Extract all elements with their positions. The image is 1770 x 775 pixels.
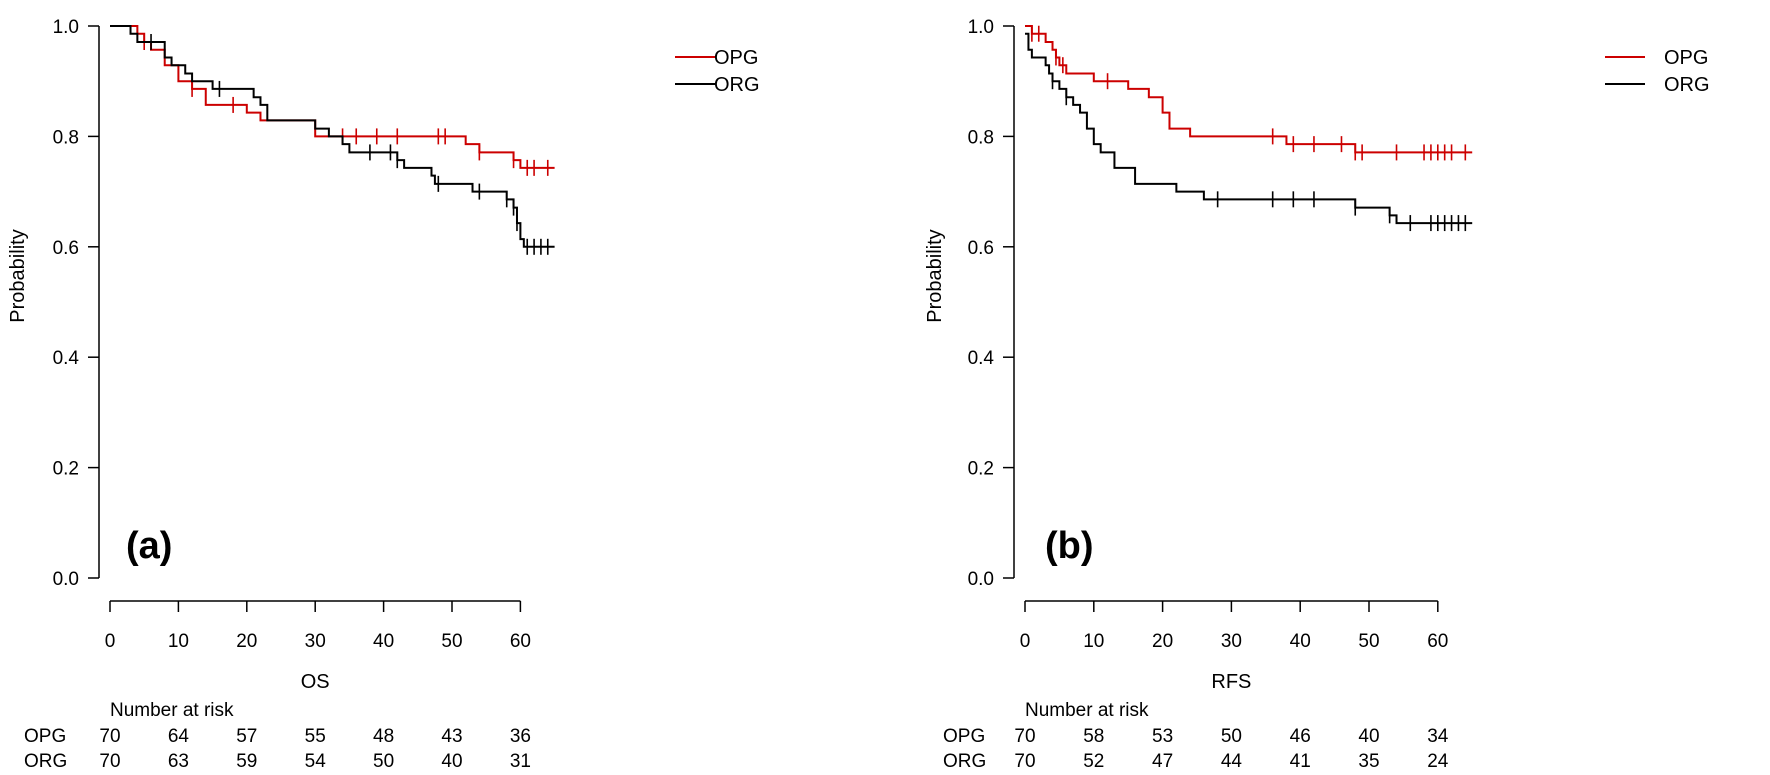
series-opg [1025, 25, 1473, 161]
x-tick-label: 10 [168, 631, 189, 652]
legend: OPG ORG [1605, 47, 1710, 96]
x-tick-label: 30 [1221, 631, 1242, 652]
risk-row-label: OPG [24, 726, 66, 747]
risk-count: 46 [1290, 726, 1311, 747]
risk-row-label: OPG [943, 726, 985, 747]
survival-curve-org [1025, 32, 1473, 225]
risk-count: 48 [373, 726, 394, 747]
km-panel-a: 0.0 0.2 0.4 0.6 0.8 1.0 Probability 0 10 20 30 40 50… [7, 17, 760, 772]
survival-curve-opg [110, 25, 555, 169]
risk-count: 43 [441, 726, 462, 747]
risk-count: 59 [236, 751, 257, 772]
risk-table-title: Number at risk [110, 700, 234, 721]
km-panel-b: 0.0 0.2 0.4 0.6 0.8 1.0 Probability 0 10 20 30 40 50… [924, 17, 1710, 772]
x-tick-label: 50 [1358, 631, 1379, 652]
risk-count: 63 [168, 751, 189, 772]
risk-count: 70 [1014, 751, 1035, 772]
x-tick-label: 20 [1152, 631, 1173, 652]
y-tick-label: 0.8 [968, 127, 994, 148]
x-tick-label: 60 [1427, 631, 1448, 652]
legend-label-org: ORG [1664, 74, 1710, 96]
risk-count: 24 [1427, 751, 1449, 772]
risk-count: 70 [99, 726, 120, 747]
risk-count: 44 [1221, 751, 1243, 772]
y-tick-label: 0.4 [968, 348, 995, 369]
x-tick-label: 60 [510, 631, 531, 652]
risk-table: Number at risk OPG 70 58 53 50 46 40 34 ORG 70 52 47… [943, 700, 1449, 772]
panel-label: (b) [1045, 525, 1094, 567]
risk-count: 70 [1014, 726, 1035, 747]
panel-label: (a) [126, 525, 172, 567]
risk-count: 54 [305, 751, 327, 772]
risk-count: 52 [1083, 751, 1104, 772]
y-tick-label: 0.2 [53, 459, 79, 480]
x-tick-label: 40 [373, 631, 394, 652]
risk-count: 50 [1221, 726, 1242, 747]
x-axis-title: RFS [1211, 671, 1251, 693]
x-tick-label: 0 [1020, 631, 1031, 652]
y-tick-label: 0.2 [968, 459, 994, 480]
x-tick-label: 50 [441, 631, 462, 652]
y-axis-title: Probability [7, 229, 29, 322]
risk-count: 35 [1358, 751, 1379, 772]
survival-curve-org [110, 25, 555, 248]
risk-count: 57 [236, 726, 257, 747]
risk-count: 70 [99, 751, 120, 772]
legend: OPG ORG [675, 47, 760, 96]
legend-label-opg: OPG [1664, 47, 1708, 69]
legend-label-opg: OPG [714, 47, 758, 69]
y-tick-label: 0.0 [53, 569, 79, 590]
y-tick-label: 0.6 [968, 238, 994, 259]
risk-count: 53 [1152, 726, 1173, 747]
risk-count: 36 [510, 726, 531, 747]
survival-curve-opg [1025, 25, 1473, 154]
y-axis-title: Probability [924, 229, 946, 322]
x-tick-label: 30 [305, 631, 326, 652]
risk-table-title: Number at risk [1025, 700, 1149, 721]
series-org [1025, 32, 1473, 232]
risk-count: 64 [168, 726, 190, 747]
series-org [110, 25, 555, 255]
risk-count: 41 [1290, 751, 1311, 772]
x-axis-title: OS [301, 671, 330, 693]
series-opg [110, 25, 555, 176]
y-tick-label: 0.6 [53, 238, 79, 259]
y-tick-label: 0.4 [53, 348, 80, 369]
risk-count: 47 [1152, 751, 1173, 772]
risk-row-label: ORG [24, 751, 67, 772]
legend-label-org: ORG [714, 74, 760, 96]
y-tick-label: 1.0 [968, 17, 994, 38]
y-tick-label: 1.0 [53, 17, 79, 38]
risk-count: 50 [373, 751, 394, 772]
x-tick-label: 10 [1083, 631, 1104, 652]
y-tick-label: 0.0 [968, 569, 994, 590]
risk-row-label: ORG [943, 751, 986, 772]
risk-count: 55 [305, 726, 326, 747]
risk-count: 58 [1083, 726, 1104, 747]
y-tick-label: 0.8 [53, 127, 79, 148]
risk-count: 40 [1358, 726, 1379, 747]
risk-count: 40 [441, 751, 462, 772]
x-tick-label: 20 [236, 631, 257, 652]
risk-count: 34 [1427, 726, 1449, 747]
x-tick-label: 40 [1290, 631, 1311, 652]
risk-count: 31 [510, 751, 531, 772]
x-tick-label: 0 [105, 631, 116, 652]
risk-table: Number at risk OPG 70 64 57 55 48 43 36 ORG 70 63 59… [24, 700, 531, 772]
